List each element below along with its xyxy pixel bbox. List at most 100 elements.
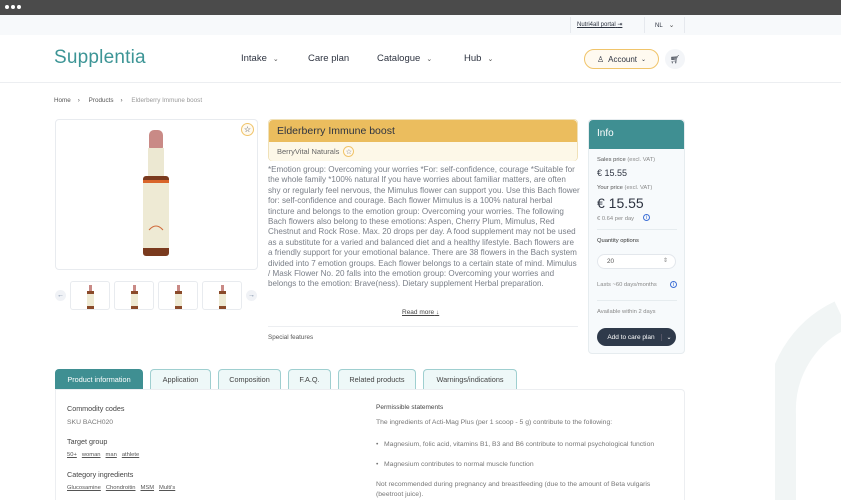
cart-icon: 🛒︎ bbox=[669, 54, 681, 64]
top-bar: Nutri4all portal ⇥ NL ⌄ bbox=[0, 15, 841, 35]
bullet: • bbox=[376, 441, 379, 448]
target-group-label: Target group bbox=[67, 437, 108, 446]
nav-label: Intake bbox=[241, 53, 267, 64]
tag[interactable]: Glucosamine bbox=[67, 485, 101, 491]
sku-value: SKU BACH020 bbox=[67, 419, 114, 426]
statement-text: Magnesium contributes to normal muscle f… bbox=[384, 461, 534, 468]
add-to-care-plan-button[interactable]: Add to care plan ⌄ bbox=[597, 328, 676, 346]
thumbnail[interactable] bbox=[202, 281, 242, 310]
sales-price-label: Sales price (excl. VAT) bbox=[597, 157, 655, 163]
nav-label: Care plan bbox=[308, 53, 350, 64]
window-dot bbox=[17, 5, 21, 9]
info-icon[interactable]: i bbox=[643, 214, 650, 221]
divider bbox=[644, 17, 645, 33]
star-icon: ☆ bbox=[243, 125, 252, 134]
brand-name[interactable]: BerryVital Naturals bbox=[277, 147, 340, 156]
nav-label: Catalogue bbox=[377, 53, 421, 64]
thumbnail[interactable] bbox=[158, 281, 198, 310]
language-select[interactable]: NL ⌄ bbox=[655, 21, 675, 29]
tab-application[interactable]: Application bbox=[150, 369, 211, 389]
statement-item: • Magnesium, folic acid, vitamins B1, B3 … bbox=[376, 440, 656, 450]
cart-button[interactable]: 🛒︎ bbox=[665, 49, 685, 69]
chevron-down-icon[interactable]: ⌄ bbox=[661, 333, 676, 341]
chevron-updown-icon: ⇕ bbox=[662, 258, 668, 264]
statements-intro: The ingredients of Acti-Mag Plus (per 1 … bbox=[376, 419, 613, 426]
chevron-down-icon: ⌄ bbox=[641, 56, 647, 63]
brand-favorite-button[interactable]: ☆ bbox=[343, 146, 355, 157]
tab-panel: Commodity codes SKU BACH020 Target group… bbox=[55, 389, 685, 500]
breadcrumb: Home › Products › Elderberry Immune boost bbox=[54, 97, 209, 104]
browser-chrome bbox=[0, 0, 841, 15]
label: Sales price bbox=[597, 157, 626, 163]
category-ingredients-label: Category ingredients bbox=[67, 470, 134, 479]
nav-care-plan[interactable]: Care plan bbox=[308, 53, 349, 64]
lasts-text: Lasts ~60 days/months bbox=[597, 282, 657, 288]
tag[interactable]: woman bbox=[81, 452, 101, 458]
nav-catalogue[interactable]: Catalogue ⌄ bbox=[377, 53, 432, 64]
commodity-codes-label: Commodity codes bbox=[67, 404, 125, 413]
breadcrumb-current: Elderberry Immune boost bbox=[131, 97, 203, 104]
chevron-down-icon: ⌄ bbox=[426, 56, 433, 63]
special-features-label: Special features bbox=[268, 334, 314, 341]
read-more-label: Read more bbox=[402, 309, 435, 316]
nav-intake[interactable]: Intake ⌄ bbox=[241, 53, 279, 64]
prev-image-button[interactable]: ← bbox=[55, 290, 66, 301]
quantity-value: 20 bbox=[607, 258, 615, 265]
warning-text: Not recommended during pregnancy and bre… bbox=[376, 481, 651, 498]
divider bbox=[570, 17, 571, 33]
sales-price: € 15.55 bbox=[597, 168, 628, 178]
window-dot bbox=[5, 5, 9, 9]
tag[interactable]: Chondroitin bbox=[105, 485, 136, 491]
arrow-down-icon: ↓ bbox=[435, 309, 440, 316]
product-description: *Emotion group: Overcoming your worries … bbox=[268, 165, 580, 289]
divider bbox=[597, 229, 677, 230]
user-icon: ♙ bbox=[596, 54, 605, 64]
tag[interactable]: Multi's bbox=[159, 485, 176, 491]
tab-warnings[interactable]: Warnings/indications bbox=[423, 369, 517, 389]
availability-text: Available within 2 days bbox=[597, 309, 656, 315]
product-title-card: Elderberry Immune boost BerryVital Natur… bbox=[268, 119, 578, 161]
product-image: ☆ bbox=[55, 119, 258, 270]
arrow-right-icon: → bbox=[248, 292, 255, 299]
info-panel: Info Sales price (excl. VAT) € 15.55 You… bbox=[588, 119, 685, 354]
portal-link[interactable]: Nutri4all portal ⇥ bbox=[577, 21, 622, 28]
external-icon: ⇥ bbox=[617, 22, 623, 28]
tab-product-information[interactable]: Product information bbox=[55, 369, 143, 389]
chevron-down-icon: ⌄ bbox=[272, 56, 279, 63]
vat-note: (excl. VAT) bbox=[627, 157, 656, 163]
tag[interactable]: 50+ bbox=[67, 452, 77, 458]
chevron-down-icon: ⌄ bbox=[487, 56, 494, 63]
chevron-right-icon: › bbox=[77, 97, 80, 104]
price-per-day: € 0.64 per day bbox=[597, 216, 635, 222]
language-label: NL bbox=[655, 23, 663, 29]
header: Supplentia Intake ⌄ Care plan Catalogue ⌄ … bbox=[0, 35, 841, 83]
your-price: € 15.55 bbox=[597, 195, 644, 211]
logo[interactable]: Supplentia bbox=[54, 47, 146, 68]
tab-related-products[interactable]: Related products bbox=[338, 369, 416, 389]
read-more-link[interactable]: Read more ↓ bbox=[402, 309, 439, 316]
add-button-label: Add to care plan bbox=[607, 333, 655, 341]
label: Your price bbox=[597, 185, 623, 191]
breadcrumb-products[interactable]: Products bbox=[88, 97, 114, 104]
favorite-button[interactable]: ☆ bbox=[241, 123, 254, 136]
divider bbox=[597, 300, 677, 301]
tag[interactable]: man bbox=[105, 452, 117, 458]
tag[interactable]: MSM bbox=[140, 485, 155, 491]
thumbnail[interactable] bbox=[114, 281, 154, 310]
tag[interactable]: athlete bbox=[121, 452, 140, 458]
thumbnail[interactable] bbox=[70, 281, 110, 310]
quantity-select[interactable]: 20 ⇕ bbox=[597, 254, 676, 269]
divider bbox=[684, 17, 685, 33]
breadcrumb-home[interactable]: Home bbox=[54, 97, 71, 104]
info-icon[interactable]: i bbox=[670, 281, 677, 288]
tab-faq[interactable]: F.A.Q. bbox=[288, 369, 331, 389]
nav-hub[interactable]: Hub ⌄ bbox=[464, 53, 493, 64]
tab-composition[interactable]: Composition bbox=[218, 369, 281, 389]
account-label: Account bbox=[608, 54, 638, 64]
your-price-label: Your price (excl. VAT) bbox=[597, 185, 652, 191]
statement-text: Magnesium, folic acid, vitamins B1, B3 a… bbox=[384, 441, 655, 448]
next-image-button[interactable]: → bbox=[246, 290, 257, 301]
category-tags: Glucosamine Chondroitin MSM Multi's bbox=[67, 485, 180, 491]
statements-label: Permissible statements bbox=[376, 404, 444, 411]
account-button[interactable]: ♙ Account ⌄ bbox=[584, 49, 659, 69]
